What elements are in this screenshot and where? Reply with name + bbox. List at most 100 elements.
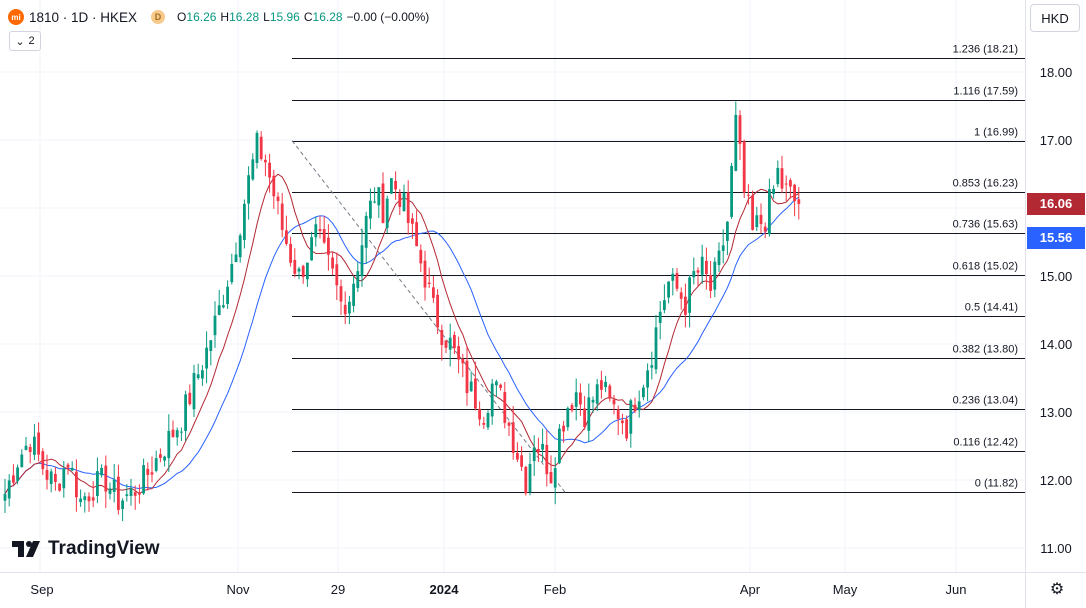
candle-body [205, 347, 208, 369]
ma-price-tag: 15.56 [1027, 226, 1085, 249]
candle-body [789, 180, 792, 187]
fib-level-label: 0 (11.82) [975, 478, 1018, 490]
fib-level-label: 1.236 (18.21) [953, 44, 1018, 56]
candle-body [709, 274, 712, 291]
candle-body [528, 464, 532, 492]
candle-body [259, 136, 263, 159]
last-price-tag: 16.06 [1027, 192, 1085, 215]
candle-body [511, 422, 515, 453]
candle-body [373, 201, 376, 203]
currency-button[interactable]: HKD [1030, 4, 1080, 32]
candle-body [49, 471, 53, 485]
indicators-toggle-button[interactable]: ⌄ 2 [9, 31, 41, 51]
candle-body [658, 311, 662, 323]
candle-body [369, 200, 372, 219]
candle-body [285, 230, 288, 244]
candle-body [222, 305, 225, 308]
chevron-down-icon: ⌄ [15, 35, 25, 48]
candle-body [247, 175, 250, 204]
candle-body [562, 425, 565, 432]
candle-body [331, 257, 334, 269]
candle-body [133, 492, 137, 496]
candle-body [201, 370, 204, 379]
candle-body [667, 281, 670, 298]
symbol-legend[interactable]: mi 1810 · 1D · HKEX D O16.26 H16.28 L15.… [8, 7, 433, 27]
y-tick-label: 11.00 [1040, 541, 1072, 556]
candle-body [700, 256, 704, 275]
candle-body [12, 475, 15, 483]
delay-badge[interactable]: D [151, 10, 166, 24]
candle-body [83, 496, 87, 501]
candle-body [62, 468, 66, 489]
candle-body [507, 422, 511, 426]
candle-body [108, 488, 112, 494]
fib-level-label: 0.618 (15.02) [953, 261, 1018, 273]
fib-level-label: 0.736 (15.63) [953, 219, 1018, 231]
candle-body [180, 431, 183, 433]
y-tick-label: 14.00 [1040, 337, 1073, 352]
fib-level-label: 1.116 (17.59) [953, 86, 1018, 98]
candle-body [616, 409, 620, 420]
candle-body [717, 250, 721, 266]
candle-body [537, 448, 540, 453]
y-tick-label: 18.00 [1040, 65, 1073, 80]
candle-body [276, 196, 280, 202]
candle-body [646, 370, 649, 388]
candle-body [684, 296, 687, 315]
candle-body [478, 408, 481, 420]
candle-body [495, 381, 498, 386]
candle-body [516, 452, 519, 460]
candle-body [633, 404, 637, 412]
candle-body [793, 184, 796, 202]
candle-body [264, 159, 267, 163]
candle-body [545, 444, 549, 475]
candle-body [7, 480, 11, 499]
candle-body [79, 498, 82, 503]
candle-body [524, 466, 528, 494]
candle-body [742, 141, 746, 193]
y-tick-label: 15.00 [1040, 269, 1073, 284]
candle-body [532, 447, 536, 462]
candle-body [721, 245, 725, 251]
candle-body [600, 380, 603, 390]
gear-icon[interactable]: ⚙ [1049, 581, 1065, 598]
candle-body [117, 476, 120, 510]
candle-body [499, 384, 502, 388]
fib-retracement[interactable]: 1.236 (18.21) 1.116 (17.59) 1 (16.99) 0.853… [292, 44, 1025, 493]
candle-body [444, 340, 448, 348]
candle-body [96, 471, 99, 497]
candle-body [482, 422, 486, 425]
candle-body [772, 188, 775, 195]
x-tick-label: Apr [740, 582, 761, 597]
candle-body [327, 237, 330, 255]
candle-body [314, 224, 318, 238]
candle-body [289, 243, 292, 263]
x-tick-label: 2024 [430, 582, 460, 597]
candle-body [419, 249, 423, 264]
candle-body [243, 203, 246, 240]
candle-body [490, 383, 494, 417]
fib-level-label: 0.5 (14.41) [965, 302, 1018, 314]
candle-body [310, 237, 313, 261]
fib-level-label: 0.116 (12.42) [953, 437, 1018, 449]
x-tick-label: Feb [544, 582, 566, 597]
tradingview-logo[interactable]: TradingView [12, 538, 160, 560]
candle-body [209, 340, 213, 352]
candle-body [692, 271, 696, 278]
candle-body [671, 273, 675, 281]
candle-body [171, 429, 175, 437]
candle-body [579, 392, 582, 405]
candle-body [457, 346, 460, 360]
candle-body [654, 327, 658, 370]
candle-body [175, 430, 179, 438]
candle-body [642, 387, 645, 398]
candle-body [272, 175, 276, 197]
candle-body [238, 235, 242, 258]
candle-body [591, 399, 595, 403]
candle-body [625, 419, 628, 439]
candle-body [486, 413, 490, 428]
symbol-title[interactable]: 1810 · 1D · HKEX [29, 9, 138, 25]
xiaomi-logo-icon: mi [8, 9, 24, 25]
